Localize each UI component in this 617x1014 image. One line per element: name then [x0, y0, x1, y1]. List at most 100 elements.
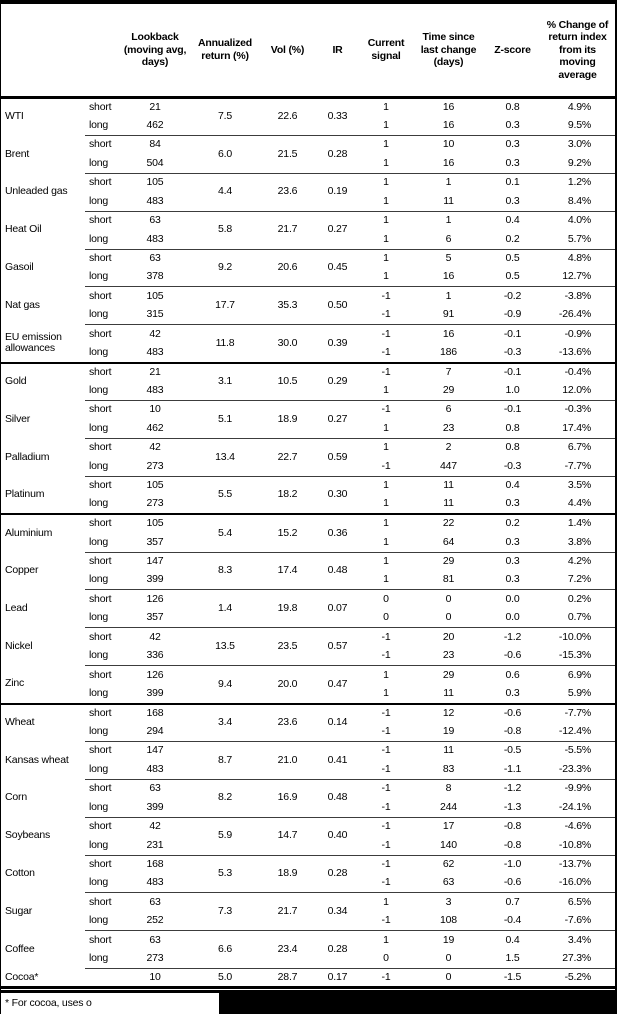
- vol-cell: 23.4: [260, 930, 315, 969]
- pct-change-cell: -7.7%: [540, 702, 615, 723]
- horizon-cell: long: [89, 876, 109, 889]
- time-since-cell: 29: [442, 384, 455, 396]
- time-since-cell: 20: [412, 627, 485, 647]
- commodity-name-cell: Aluminium: [1, 513, 85, 552]
- zscore-cell: -0.3: [503, 345, 522, 358]
- lookback-cell: 21: [120, 361, 190, 382]
- pct-change-cell: -4.6%: [540, 816, 615, 837]
- ir-cell: 0.36: [315, 513, 360, 552]
- vol-cell: 16.9: [260, 778, 315, 818]
- footnote-text: * For cocoa, uses o: [5, 997, 92, 1009]
- pct-change-cell: 3.8%: [567, 535, 591, 548]
- pct-change-cell: -26.4%: [558, 308, 591, 321]
- lookback-cell: 147: [120, 551, 190, 571]
- zscore-cell: 0.0: [485, 589, 540, 609]
- pct-change-cell: 7.2%: [567, 573, 591, 586]
- ir-cell: 0.48: [315, 778, 360, 818]
- time-since-cell: 3: [412, 892, 485, 912]
- pct-change-cell: 12.7%: [562, 270, 591, 283]
- time-since-cell: 11: [443, 686, 454, 699]
- signal-cell: 1: [383, 421, 389, 434]
- zscore-cell: 0.5: [505, 270, 520, 283]
- lookback-cell: 231: [146, 838, 164, 851]
- horizon-cell: long: [89, 118, 109, 131]
- pct-change-cell: 3.0%: [540, 134, 615, 155]
- table-row: long 336 -1 23 -0.6 -15.3%: [1, 647, 615, 666]
- zscore-cell: 0.3: [485, 551, 540, 571]
- zscore-cell: 0.6: [485, 665, 540, 685]
- horizon-cell: long: [89, 497, 109, 510]
- time-since-cell: 6: [445, 232, 452, 245]
- zscore-cell: 0.3: [485, 134, 540, 155]
- footnote: * For cocoa, uses o: [1, 990, 615, 1014]
- annualized-return-cell: 13.4: [190, 437, 260, 477]
- pct-change-cell: -7.6%: [564, 914, 592, 927]
- commodity-name-cell: Cocoa*: [1, 968, 85, 990]
- signal-cell: -1: [360, 286, 412, 306]
- zscore-cell: -0.5: [485, 740, 540, 761]
- lookback-cell: 483: [146, 876, 164, 889]
- pct-change-cell: 0.2%: [540, 589, 615, 609]
- annualized-return-cell: 3.1: [190, 361, 260, 401]
- time-since-cell: 1: [412, 210, 485, 231]
- zscore-cell: 0.0: [505, 611, 520, 624]
- ir-cell: 0.41: [315, 740, 360, 780]
- commodity-name-cell: Heat Oil: [5, 223, 42, 236]
- commodity-name-cell: Platinum: [5, 487, 45, 500]
- time-since-cell: 81: [442, 573, 455, 586]
- ir-cell: 0.17: [315, 968, 360, 990]
- lookback-cell: 483: [146, 194, 164, 207]
- horizon-cell: short: [85, 324, 120, 344]
- table-row: long 483 1 11 0.3 8.4%: [1, 192, 615, 211]
- vol-cell: 14.7: [260, 816, 315, 855]
- table-row: Nickel short 42 13.5 23.5 0.57 -1 20 -1.2 -10.0%: [1, 627, 615, 666]
- horizon-cell: short: [85, 134, 120, 155]
- commodity-name-cell: Silver: [5, 412, 31, 425]
- table-row: EU emission allowances short 42 11.8 30.0 0.3…: [1, 324, 615, 363]
- vol-cell: 22.7: [260, 437, 315, 477]
- zscore-cell: -0.3: [503, 459, 522, 472]
- horizon-cell: long: [89, 270, 109, 283]
- vol-cell: 22.6: [277, 110, 298, 123]
- horizon-cell: short: [85, 475, 120, 496]
- vol-cell: 10.5: [260, 361, 315, 401]
- signal-cell: 1: [383, 270, 389, 283]
- table-row: Cocoa* 10 5.0 28.7 0.17 -1 0 -1.5 -5.2%: [1, 968, 615, 990]
- zscore-cell: 0.4: [485, 475, 540, 496]
- lookback-cell: 63: [120, 778, 190, 799]
- annualized-return-cell: 6.6: [190, 930, 260, 969]
- horizon-cell: short: [85, 740, 120, 761]
- annualized-return-cell: 8.2: [190, 778, 260, 818]
- horizon-cell: short: [85, 400, 120, 420]
- horizon-cell: long: [89, 156, 109, 169]
- table-row: Palladium short 42 13.4 22.7 0.59 1 2 0.8 6.7%: [1, 437, 615, 477]
- lookback-cell: 147: [120, 740, 190, 761]
- horizon-cell: short: [85, 816, 120, 837]
- time-since-cell: 1: [412, 172, 485, 193]
- table-row: long 399 1 11 0.3 5.9%: [1, 685, 615, 704]
- horizon-cell: long: [89, 724, 109, 737]
- lookback-cell: 273: [146, 459, 164, 472]
- signal-cell: -1: [360, 816, 412, 837]
- signals-table: Lookback (moving avg, days) Annualized r…: [1, 4, 615, 990]
- horizon-cell: short: [85, 248, 120, 268]
- signal-cell: -1: [360, 324, 412, 344]
- table-row: long 483 -1 83 -1.1 -23.3%: [1, 760, 615, 779]
- lookback-cell: 42: [120, 816, 190, 837]
- zscore-cell: -0.1: [485, 361, 540, 382]
- table-row: Platinum short 105 5.5 18.2 0.30 1 11 0.4 3.5%: [1, 475, 615, 515]
- signal-cell: -1: [381, 308, 391, 321]
- lookback-cell: 483: [146, 345, 164, 358]
- time-since-cell: 17: [412, 816, 485, 837]
- time-since-cell: 91: [442, 308, 455, 321]
- zscore-cell: 0.8: [485, 437, 540, 458]
- zscore-cell: -1.5: [485, 968, 540, 990]
- signal-cell: -1: [381, 800, 391, 813]
- signal-cell: 1: [360, 248, 412, 268]
- pct-change-cell: -13.7%: [540, 854, 615, 874]
- header-annualized-return: Annualized return (%): [190, 4, 260, 99]
- annualized-return-cell: 9.2: [190, 248, 260, 287]
- commodity-name-cell: Gold: [1, 361, 85, 401]
- time-since-cell: 16: [442, 100, 455, 113]
- lookback-cell: 357: [146, 611, 164, 624]
